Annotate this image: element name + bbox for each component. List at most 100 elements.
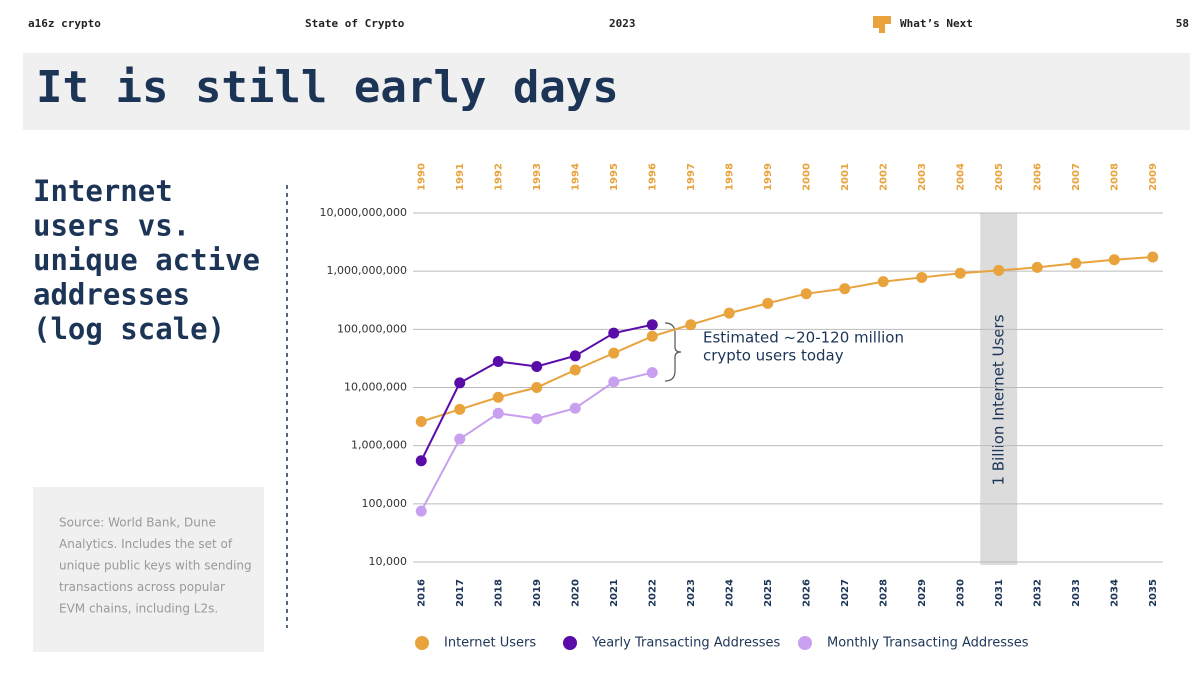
top-tick-label: 1995 (609, 163, 620, 191)
legend-marker (798, 636, 812, 650)
top-tick-label: 1997 (686, 163, 697, 191)
y-tick-label: 1,000,000 (351, 439, 407, 452)
data-point (415, 416, 427, 428)
data-point (415, 455, 427, 467)
title-bar (23, 53, 1190, 130)
section: What’s Next (900, 17, 973, 30)
data-point (454, 377, 466, 389)
data-point (569, 350, 581, 362)
data-point (723, 307, 735, 319)
top-tick-label: 1994 (570, 163, 581, 191)
x-tick-label: 2031 (994, 579, 1005, 607)
data-point (800, 288, 812, 300)
annotation: crypto users today (703, 347, 844, 365)
data-point (492, 407, 504, 419)
x-tick-label: 2021 (609, 579, 620, 607)
data-point (492, 355, 504, 367)
data-point (1147, 251, 1159, 263)
x-tick-label: 2024 (724, 579, 735, 607)
data-point (646, 330, 658, 342)
x-tick-label: 2023 (686, 579, 697, 607)
top-tick-label: 2004 (955, 163, 966, 191)
x-tick-label: 2020 (570, 579, 581, 607)
sidebar-heading: Internet (33, 174, 173, 208)
top-tick-label: 2001 (840, 163, 851, 191)
legend-label: Monthly Transacting Addresses (827, 636, 1029, 651)
top-tick-label: 2009 (1148, 163, 1159, 191)
sidebar-heading: addresses (33, 278, 190, 312)
x-tick-label: 2030 (955, 579, 966, 607)
top-tick-label: 2008 (1109, 163, 1120, 191)
sidebar-heading: users vs. (33, 209, 190, 243)
top-tick-label: 2006 (1032, 163, 1043, 191)
x-tick-label: 2018 (493, 579, 504, 607)
data-point (569, 364, 581, 376)
legend-label: Internet Users (444, 636, 536, 651)
x-tick-label: 2026 (801, 579, 812, 607)
x-tick-label: 2022 (647, 579, 658, 607)
data-point (993, 264, 1005, 276)
source-note: Analytics. Includes the set of (59, 537, 233, 551)
data-point (569, 402, 581, 414)
data-point (916, 271, 928, 283)
source-note: EVM chains, including L2s. (59, 602, 218, 616)
data-point (531, 382, 543, 393)
top-tick-label: 2005 (994, 163, 1005, 191)
data-point (415, 505, 427, 517)
x-tick-label: 2016 (416, 579, 427, 607)
x-tick-label: 2017 (455, 579, 466, 607)
data-point (608, 347, 620, 359)
data-point (646, 367, 658, 379)
x-tick-label: 2034 (1109, 579, 1120, 607)
data-point (531, 413, 543, 425)
section-icon (873, 16, 891, 33)
top-tick-label: 1992 (493, 163, 504, 191)
x-tick-label: 2033 (1071, 579, 1082, 607)
y-tick-label: 10,000,000,000 (320, 206, 407, 219)
legend-label: Yearly Transacting Addresses (591, 636, 781, 651)
source-note: unique public keys with sending (59, 559, 252, 573)
brand: a16z crypto (28, 17, 101, 30)
top-tick-label: 2002 (878, 163, 889, 191)
data-point (531, 360, 543, 372)
y-tick-label: 100,000,000 (337, 322, 407, 335)
x-tick-label: 2032 (1032, 579, 1043, 607)
x-tick-label: 2028 (878, 579, 889, 607)
data-point (492, 391, 504, 403)
data-point (839, 283, 851, 295)
x-tick-label: 2029 (917, 579, 928, 607)
y-tick-label: 100,000 (362, 497, 408, 510)
series-line (420, 256, 1153, 423)
source-note: transactions across popular (59, 580, 225, 594)
x-tick-label: 2019 (532, 579, 543, 607)
top-tick-label: 1993 (532, 163, 543, 191)
top-tick-label: 1999 (763, 163, 774, 191)
data-point (454, 403, 466, 415)
data-point (608, 327, 620, 339)
sidebar-heading: (log scale) (33, 312, 225, 346)
top-tick-label: 1996 (647, 163, 658, 191)
top-tick-label: 2003 (917, 163, 928, 191)
data-point (877, 276, 889, 288)
data-point (1108, 254, 1120, 266)
top-tick-label: 2000 (801, 163, 812, 191)
data-point (454, 433, 466, 445)
data-point (1031, 261, 1043, 273)
page-number: 58 (1176, 17, 1189, 30)
source-note: Source: World Bank, Dune (59, 516, 216, 530)
top-tick-label: 1991 (455, 163, 466, 191)
x-tick-label: 2027 (840, 579, 851, 607)
y-tick-label: 1,000,000,000 (327, 264, 407, 277)
data-point (646, 319, 658, 331)
data-point (685, 319, 697, 331)
x-tick-label: 2035 (1148, 579, 1159, 607)
y-tick-label: 10,000 (369, 555, 408, 568)
report: State of Crypto (305, 17, 405, 30)
top-tick-label: 2007 (1071, 163, 1082, 191)
data-point (954, 267, 966, 279)
legend-marker (563, 636, 577, 650)
source-box (33, 487, 264, 652)
sidebar-heading: unique active (33, 243, 260, 277)
year: 2023 (609, 17, 636, 30)
